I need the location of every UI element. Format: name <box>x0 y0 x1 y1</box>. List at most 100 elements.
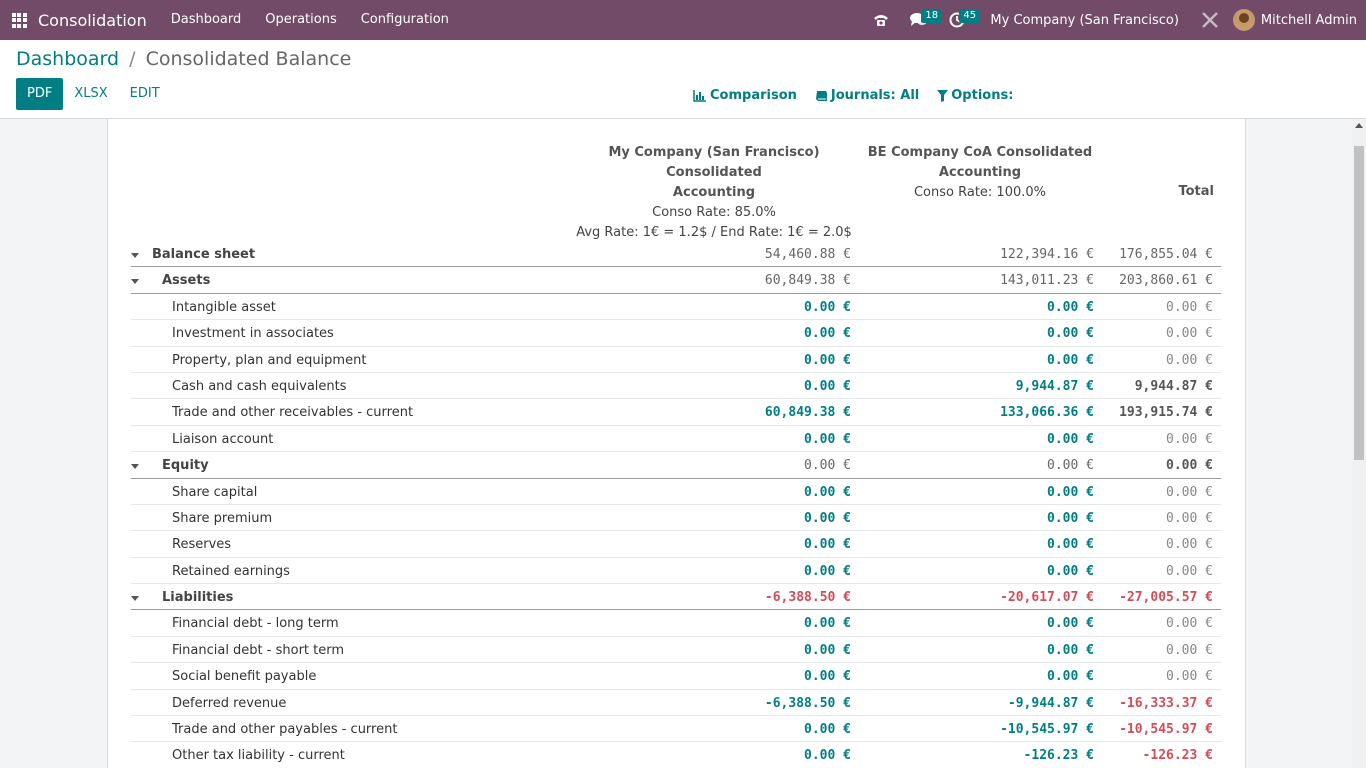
value-my-company[interactable]: 0.00 € <box>804 431 851 447</box>
value-total[interactable]: 0.00 € <box>1166 642 1213 658</box>
value-my-company[interactable]: 0.00 € <box>804 299 851 315</box>
menu-configuration[interactable]: Configuration <box>360 12 449 27</box>
value-total[interactable]: 176,855.04 € <box>1119 247 1213 262</box>
account-row[interactable]: Reserves 0.00 € 0.00 € 0.00 € <box>131 531 1221 558</box>
section-row[interactable]: Liabilities -6,388.50 € -20,617.07 € -27,00… <box>131 584 1221 611</box>
value-be-company[interactable]: 0.00 € <box>1047 510 1094 526</box>
value-total[interactable]: 0.00 € <box>1166 458 1213 474</box>
value-be-company[interactable]: 0.00 € <box>1047 326 1094 342</box>
value-be-company[interactable]: -10,545.97 € <box>1000 722 1094 738</box>
value-total[interactable]: 0.00 € <box>1166 299 1213 315</box>
account-row[interactable]: Social benefit payable 0.00 € 0.00 € 0.00 € <box>131 663 1221 690</box>
value-be-company[interactable]: 0.00 € <box>1047 299 1094 315</box>
options-filter[interactable]: Options: <box>937 88 1013 103</box>
value-be-company[interactable]: 0.00 € <box>1047 484 1094 500</box>
menu-dashboard[interactable]: Dashboard <box>170 12 242 27</box>
account-row[interactable]: Property, plan and equipment 0.00 € 0.00 €… <box>131 347 1221 373</box>
value-be-company[interactable]: 0.00 € <box>1047 537 1094 553</box>
section-row[interactable]: Equity 0.00 € 0.00 € 0.00 € <box>131 452 1221 479</box>
user-menu[interactable]: Mitchell Admin <box>1229 9 1366 31</box>
scroll-thumb[interactable] <box>1354 146 1364 460</box>
value-total[interactable]: 0.00 € <box>1166 431 1213 447</box>
value-total[interactable]: 0.00 € <box>1166 616 1213 632</box>
value-be-company[interactable]: 0.00 € <box>1047 669 1094 685</box>
section-row[interactable]: Balance sheet 54,460.88 € 122,394.16 € 176,… <box>131 241 1221 268</box>
value-my-company[interactable]: 0.00 € <box>804 669 851 685</box>
journals-filter[interactable]: Journals: All <box>815 88 919 103</box>
account-row[interactable]: Trade and other receivables - current 60,… <box>131 399 1221 426</box>
value-be-company[interactable]: 0.00 € <box>1047 352 1094 368</box>
value-total[interactable]: 0.00 € <box>1166 352 1213 368</box>
value-be-company[interactable]: 133,066.36 € <box>1000 405 1094 421</box>
value-my-company[interactable]: 0.00 € <box>804 352 851 368</box>
pdf-button[interactable]: PDF <box>16 78 64 110</box>
account-row[interactable]: Financial debt - short term 0.00 € 0.00 € 0… <box>131 637 1221 664</box>
account-row[interactable]: Trade and other payables - current 0.00 €… <box>131 716 1221 743</box>
account-row[interactable]: Liaison account 0.00 € 0.00 € 0.00 € <box>131 426 1221 453</box>
value-my-company[interactable]: 0.00 € <box>804 537 851 553</box>
caret-down-icon[interactable] <box>131 279 139 285</box>
value-be-company[interactable]: -20,617.07 € <box>1000 590 1094 606</box>
value-total[interactable]: -10,545.97 € <box>1119 722 1213 738</box>
account-row[interactable]: Financial debt - long term 0.00 € 0.00 € 0.… <box>131 610 1221 637</box>
value-total[interactable]: -126.23 € <box>1142 748 1213 764</box>
value-my-company[interactable]: 0.00 € <box>804 458 851 474</box>
value-my-company[interactable]: 0.00 € <box>804 326 851 342</box>
value-my-company[interactable]: 0.00 € <box>804 722 851 738</box>
account-row[interactable]: Deferred revenue -6,388.50 € -9,944.87 € -1… <box>131 690 1221 717</box>
apps-menu-icon[interactable] <box>0 0 38 40</box>
activity-clock-icon[interactable]: 45 <box>938 0 981 40</box>
value-my-company[interactable]: 0.00 € <box>804 748 851 764</box>
value-my-company[interactable]: 0.00 € <box>804 510 851 526</box>
caret-down-icon[interactable] <box>131 464 139 470</box>
value-total[interactable]: 0.00 € <box>1166 326 1213 342</box>
value-be-company[interactable]: 0.00 € <box>1047 563 1094 579</box>
breadcrumb-dashboard-link[interactable]: Dashboard <box>16 48 120 70</box>
section-row[interactable]: Assets 60,849.38 € 143,011.23 € 203,860.61 … <box>131 267 1221 294</box>
value-total[interactable]: 0.00 € <box>1166 537 1213 553</box>
value-total[interactable]: 0.00 € <box>1166 510 1213 526</box>
value-my-company[interactable]: 0.00 € <box>804 378 851 394</box>
app-name[interactable]: Consolidation <box>38 10 147 30</box>
value-my-company[interactable]: 60,849.38 € <box>764 405 851 421</box>
value-total[interactable]: 0.00 € <box>1166 563 1213 579</box>
vertical-scrollbar[interactable] <box>1352 119 1366 768</box>
xlsx-button[interactable]: XLSX <box>74 86 108 101</box>
caret-down-icon[interactable] <box>131 253 139 258</box>
value-my-company[interactable]: 0.00 € <box>804 642 851 658</box>
value-total[interactable]: 193,915.74 € <box>1119 405 1213 421</box>
value-total[interactable]: 0.00 € <box>1166 669 1213 685</box>
value-my-company[interactable]: -6,388.50 € <box>764 590 851 606</box>
value-my-company[interactable]: 54,460.88 € <box>764 247 851 262</box>
account-row[interactable]: Retained earnings 0.00 € 0.00 € 0.00 € <box>131 558 1221 585</box>
value-total[interactable]: -27,005.57 € <box>1119 590 1213 606</box>
company-switcher[interactable]: My Company (San Francisco) <box>990 12 1179 28</box>
account-row[interactable]: Investment in associates 0.00 € 0.00 € 0.00… <box>131 320 1221 347</box>
comparison-filter[interactable]: Comparison <box>693 88 797 103</box>
value-my-company[interactable]: -6,388.50 € <box>764 695 851 711</box>
scroll-up-arrow-icon[interactable] <box>1355 123 1363 128</box>
phone-icon[interactable] <box>862 0 900 40</box>
value-my-company[interactable]: 0.00 € <box>804 616 851 632</box>
debug-tools-icon[interactable] <box>1191 0 1229 40</box>
value-total[interactable]: 9,944.87 € <box>1134 378 1213 394</box>
value-total[interactable]: -16,333.37 € <box>1119 695 1213 711</box>
value-my-company[interactable]: 0.00 € <box>804 563 851 579</box>
account-row[interactable]: Cash and cash equivalents 0.00 € 9,944.87 … <box>131 373 1221 400</box>
value-my-company[interactable]: 60,849.38 € <box>764 273 851 289</box>
menu-operations[interactable]: Operations <box>265 12 337 27</box>
value-be-company[interactable]: 0.00 € <box>1047 642 1094 658</box>
value-be-company[interactable]: 0.00 € <box>1047 431 1094 447</box>
value-be-company[interactable]: 143,011.23 € <box>1000 273 1094 289</box>
caret-down-icon[interactable] <box>131 596 139 602</box>
value-be-company[interactable]: -126.23 € <box>1023 748 1094 764</box>
edit-button[interactable]: EDIT <box>129 86 160 101</box>
value-my-company[interactable]: 0.00 € <box>804 484 851 500</box>
value-total[interactable]: 203,860.61 € <box>1119 273 1213 289</box>
account-row[interactable]: Other tax liability - current 0.00 € -126.… <box>131 742 1221 768</box>
messages-icon[interactable]: 18 <box>900 0 943 40</box>
value-be-company[interactable]: 0.00 € <box>1047 458 1094 474</box>
value-be-company[interactable]: 9,944.87 € <box>1015 378 1094 394</box>
value-be-company[interactable]: 0.00 € <box>1047 616 1094 632</box>
account-row[interactable]: Share premium 0.00 € 0.00 € 0.00 € <box>131 505 1221 532</box>
